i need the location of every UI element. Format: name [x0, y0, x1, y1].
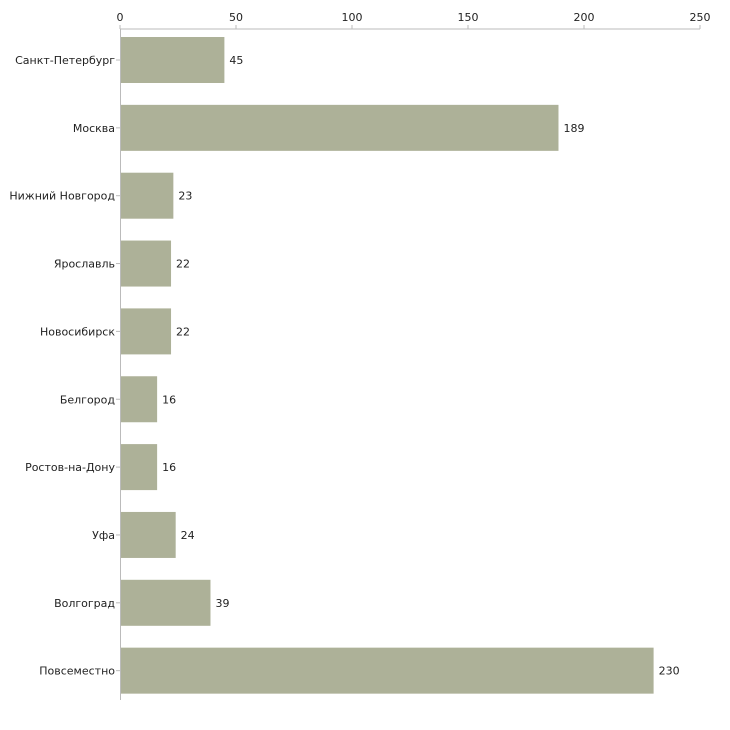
- category-label: Москва: [73, 122, 115, 135]
- value-label: 230: [659, 665, 680, 678]
- x-tick-label: 150: [458, 11, 479, 24]
- category-label: Повсеместно: [39, 665, 115, 678]
- category-label: Ростов-на-Дону: [25, 461, 115, 474]
- value-label: 39: [215, 597, 229, 610]
- value-label: 22: [176, 325, 190, 338]
- category-label: Санкт-Петербург: [15, 54, 115, 67]
- x-tick-label: 100: [342, 11, 363, 24]
- bar: [121, 511, 176, 558]
- bar: [121, 240, 172, 287]
- value-label: 45: [229, 54, 243, 67]
- category-label: Нижний Новгород: [9, 190, 115, 203]
- category-label: Белгород: [60, 393, 116, 406]
- bar: [121, 444, 158, 491]
- value-label: 189: [563, 122, 584, 135]
- bar: [121, 308, 172, 355]
- category-label: Волгоград: [54, 597, 115, 610]
- category-label: Новосибирск: [40, 325, 115, 338]
- value-label: 24: [181, 529, 195, 542]
- value-label: 22: [176, 258, 190, 271]
- value-label: 16: [162, 461, 176, 474]
- value-label: 23: [178, 190, 192, 203]
- value-label: 16: [162, 393, 176, 406]
- bar: [121, 104, 559, 151]
- bar: [121, 647, 654, 694]
- x-tick-label: 200: [574, 11, 595, 24]
- x-axis-ticks: 0 50 100 150 200 250: [117, 11, 711, 29]
- bars-group: Санкт-Петербург 45 Москва 189 Нижний Новгоро…: [9, 37, 680, 694]
- bar: [121, 376, 158, 423]
- x-tick-label: 0: [117, 11, 124, 24]
- bar: [121, 172, 174, 219]
- category-label: Ярославль: [54, 258, 115, 271]
- bar: [121, 37, 225, 83]
- x-tick-label: 250: [690, 11, 711, 24]
- category-label: Уфа: [92, 529, 115, 542]
- x-tick-label: 50: [229, 11, 243, 24]
- bar: [121, 579, 211, 626]
